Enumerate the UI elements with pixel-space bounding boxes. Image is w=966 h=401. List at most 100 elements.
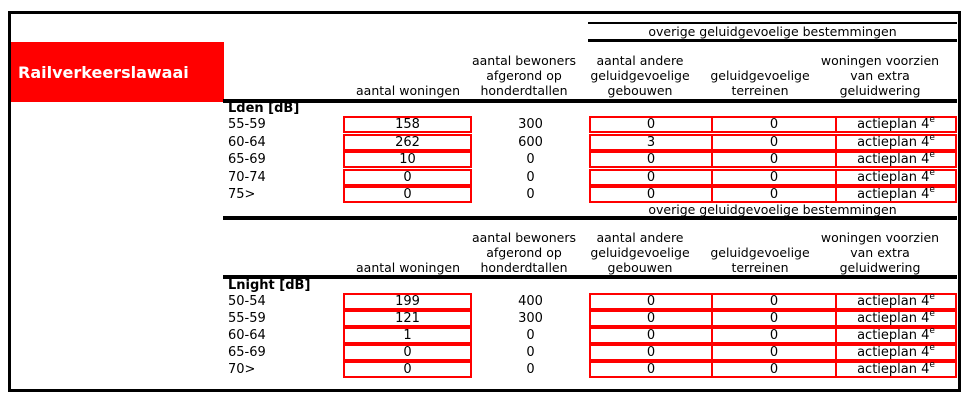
column-header-aantal-woningen: aantal woningen [346, 230, 470, 275]
noise-band-label: 65-69 [228, 345, 266, 360]
noise-band-label: 55-59 [228, 311, 266, 326]
header-line: geluidwering [839, 260, 921, 275]
actieplan-superscript: e [929, 360, 935, 370]
cell-andere-gebouwen: 0 [589, 310, 713, 327]
overige-band-header: overige geluidgevoelige bestemmingen [648, 202, 897, 217]
noise-band-label: 65-69 [228, 152, 266, 167]
actieplan-text: actieplan 4 [857, 117, 930, 132]
header-line: aantal andere [596, 230, 684, 245]
cell-andere-gebouwen: 3 [589, 133, 713, 151]
cell-aantal-bewoners: 0 [526, 328, 535, 343]
header-line: woningen voorzien [820, 53, 940, 68]
header-line: aantal andere [596, 53, 684, 68]
cell-terreinen: 0 [711, 168, 837, 186]
actieplan-superscript: e [929, 132, 935, 143]
header-line: aantal bewoners [471, 230, 576, 245]
cell-terreinen: 0 [711, 186, 837, 203]
cell-terreinen: 0 [711, 327, 837, 344]
actieplan-superscript: e [929, 167, 935, 178]
header-line: gebouwen [607, 83, 673, 98]
cell-aantal-bewoners: 0 [526, 187, 535, 202]
actieplan-text: actieplan 4 [857, 294, 930, 309]
cell-andere-gebouwen: 0 [589, 293, 713, 310]
cell-andere-gebouwen: 0 [589, 344, 713, 361]
noise-band-label: 75> [228, 187, 256, 202]
column-header-aantal-woningen: aantal woningen [346, 53, 470, 98]
noise-band-label: 60-64 [228, 134, 266, 150]
actieplan-text: actieplan 4 [857, 169, 930, 185]
report-outer-border [8, 11, 961, 392]
overige-band-bottom-rule [588, 39, 957, 42]
actieplan-superscript: e [929, 326, 935, 336]
lden-band-label: Lden [dB] [228, 101, 300, 116]
lden-header-rule [223, 99, 957, 103]
actieplan-superscript: e [929, 309, 935, 319]
cell-aantal-bewoners: 0 [526, 152, 535, 167]
header-line: terreinen [731, 260, 789, 275]
actieplan-superscript: e [929, 292, 935, 302]
cell-aantal-bewoners: 300 [518, 117, 543, 132]
cell-aantal-bewoners: 300 [518, 311, 543, 326]
header-line: afgerond op [486, 68, 562, 83]
actieplan-superscript: e [929, 343, 935, 353]
cell-terreinen: 0 [711, 310, 837, 327]
column-header-aantal-bewoners: aantal bewoners afgerond op honderdtalle… [462, 230, 586, 275]
header-line: van extra [850, 245, 910, 260]
header-line: aantal bewoners [471, 53, 576, 68]
cell-aantal-bewoners: 0 [526, 169, 535, 185]
header-line: geluidwering [839, 83, 921, 98]
noise-band-label: 60-64 [228, 328, 266, 343]
column-header-terreinen: geluidgevoelige terreinen [698, 53, 822, 98]
column-header-extra-geluidwering: woningen voorzien van extra geluidwering [818, 230, 942, 275]
cell-aantal-woningen: 158 [343, 116, 472, 133]
cell-terreinen: 0 [711, 116, 837, 133]
header-line: aantal woningen [356, 260, 460, 275]
header-line: woningen voorzien [820, 230, 940, 245]
cell-terreinen: 0 [711, 361, 837, 378]
cell-aantal-bewoners: 400 [518, 294, 543, 309]
header-line: geluidgevoelige [590, 68, 690, 83]
header-line: aantal woningen [356, 83, 460, 98]
header-line: honderdtallen [480, 83, 568, 98]
cell-terreinen: 0 [711, 293, 837, 310]
actieplan-text: actieplan 4 [857, 187, 930, 202]
lnight-header-rule [223, 275, 957, 279]
actieplan-text: actieplan 4 [857, 362, 930, 377]
cell-andere-gebouwen: 0 [589, 186, 713, 203]
cell-aantal-woningen: 121 [343, 310, 472, 327]
cell-aantal-woningen: 0 [343, 186, 472, 203]
cell-andere-gebouwen: 0 [589, 361, 713, 378]
report-title-block: Railverkeerslawaai [11, 42, 224, 102]
actieplan-text: actieplan 4 [857, 134, 930, 150]
column-header-terreinen: geluidgevoelige terreinen [698, 230, 822, 275]
actieplan-text: actieplan 4 [857, 345, 930, 360]
header-line: geluidgevoelige [590, 245, 690, 260]
noise-band-label: 70-74 [228, 169, 266, 185]
header-line: afgerond op [486, 245, 562, 260]
actieplan-text: actieplan 4 [857, 152, 930, 167]
overige-band-header: overige geluidgevoelige bestemmingen [648, 24, 897, 39]
cell-terreinen: 0 [711, 151, 837, 168]
noise-band-label: 50-54 [228, 294, 266, 309]
cell-andere-gebouwen: 0 [589, 151, 713, 168]
cell-aantal-woningen: 199 [343, 293, 472, 310]
cell-aantal-woningen: 262 [343, 133, 472, 151]
actieplan-text: actieplan 4 [857, 328, 930, 343]
cell-terreinen: 0 [711, 344, 837, 361]
